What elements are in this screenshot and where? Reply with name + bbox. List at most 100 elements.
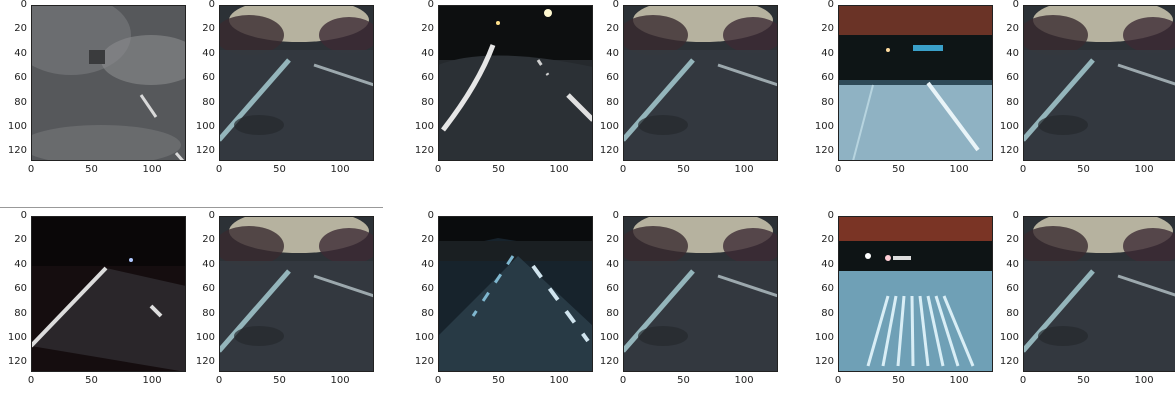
- y-tick-label: 0: [1012, 210, 1019, 221]
- y-tick-label: 100: [814, 331, 834, 343]
- y-tick-label: 60: [421, 72, 434, 84]
- y-tick-label: 20: [202, 23, 215, 35]
- y-tick-label: 100: [414, 331, 434, 343]
- y-tick-label: 100: [999, 120, 1019, 132]
- y-tick-label: 60: [202, 283, 215, 295]
- y-tick-label: 0: [827, 210, 834, 221]
- separator-line: [0, 207, 383, 208]
- y-tick-label: 0: [827, 0, 834, 10]
- x-tick-label: 0: [1019, 375, 1027, 386]
- x-tick-label: 100: [330, 375, 350, 386]
- x-tick-label: 50: [492, 375, 505, 386]
- y-tick-label: 20: [821, 23, 834, 35]
- y-tick-label: 80: [606, 96, 619, 108]
- generated-image: [623, 216, 778, 372]
- y-tick-label: 80: [606, 307, 619, 319]
- x-tick-label: 50: [1077, 375, 1090, 386]
- x-tick-label: 50: [892, 164, 905, 175]
- y-tick-label: 20: [1006, 234, 1019, 246]
- y-tick-label: 120: [195, 145, 215, 157]
- generated-image: [623, 5, 778, 161]
- x-tick-label: 100: [949, 375, 969, 386]
- y-tick-label: 0: [427, 0, 434, 10]
- y-tick-label: 40: [606, 47, 619, 59]
- x-tick-label: 0: [434, 375, 442, 386]
- y-tick-label: 20: [14, 234, 27, 246]
- y-tick-label: 0: [612, 0, 619, 10]
- x-tick-label: 0: [215, 375, 223, 386]
- x-tick-label: 50: [892, 375, 905, 386]
- x-tick-label: 50: [273, 375, 286, 386]
- y-tick-label: 40: [14, 258, 27, 270]
- y-tick-label: 20: [421, 234, 434, 246]
- y-tick-label: 100: [999, 331, 1019, 343]
- y-tick-label: 40: [1006, 47, 1019, 59]
- generated-image: [219, 5, 374, 161]
- x-tick-label: 0: [1019, 164, 1027, 175]
- x-tick-label: 100: [734, 375, 754, 386]
- y-tick-label: 0: [20, 0, 27, 10]
- x-tick-label: 0: [619, 375, 627, 386]
- generated-image: [219, 216, 374, 372]
- y-tick-label: 120: [7, 145, 27, 157]
- y-tick-label: 40: [421, 47, 434, 59]
- x-tick-label: 100: [549, 164, 569, 175]
- x-tick-label: 0: [834, 164, 842, 175]
- y-tick-label: 0: [612, 210, 619, 221]
- source-image: [838, 216, 993, 372]
- y-tick-label: 120: [814, 356, 834, 368]
- x-tick-label: 50: [85, 375, 98, 386]
- x-tick-label: 0: [27, 375, 35, 386]
- y-tick-label: 120: [999, 145, 1019, 157]
- y-tick-label: 20: [821, 234, 834, 246]
- y-tick-label: 120: [999, 356, 1019, 368]
- y-tick-label: 80: [821, 307, 834, 319]
- y-tick-label: 40: [14, 47, 27, 59]
- x-tick-label: 100: [1134, 375, 1154, 386]
- y-tick-label: 40: [421, 258, 434, 270]
- y-tick-label: 80: [1006, 96, 1019, 108]
- y-tick-label: 60: [1006, 72, 1019, 84]
- y-tick-label: 80: [821, 96, 834, 108]
- x-tick-label: 0: [434, 164, 442, 175]
- y-tick-label: 100: [195, 331, 215, 343]
- y-tick-label: 40: [821, 47, 834, 59]
- y-tick-label: 40: [606, 258, 619, 270]
- x-tick-label: 0: [619, 164, 627, 175]
- y-tick-label: 100: [599, 331, 619, 343]
- y-tick-label: 120: [7, 356, 27, 368]
- source-image: [438, 5, 593, 161]
- y-tick-label: 40: [821, 258, 834, 270]
- x-tick-label: 0: [27, 164, 35, 175]
- y-tick-label: 0: [208, 0, 215, 10]
- source-image: [438, 216, 593, 372]
- y-tick-label: 60: [821, 283, 834, 295]
- x-tick-label: 100: [142, 375, 162, 386]
- y-tick-label: 120: [195, 356, 215, 368]
- y-tick-label: 60: [606, 283, 619, 295]
- y-tick-label: 120: [599, 145, 619, 157]
- y-tick-label: 80: [14, 307, 27, 319]
- y-tick-label: 60: [821, 72, 834, 84]
- x-tick-label: 100: [142, 164, 162, 175]
- y-tick-label: 80: [202, 307, 215, 319]
- x-tick-label: 100: [549, 375, 569, 386]
- x-tick-label: 0: [215, 164, 223, 175]
- y-tick-label: 100: [195, 120, 215, 132]
- x-tick-label: 50: [492, 164, 505, 175]
- source-image: [31, 5, 186, 161]
- y-tick-label: 100: [7, 120, 27, 132]
- y-tick-label: 20: [606, 23, 619, 35]
- y-tick-label: 60: [202, 72, 215, 84]
- y-tick-label: 40: [202, 258, 215, 270]
- y-tick-label: 120: [599, 356, 619, 368]
- y-tick-label: 60: [606, 72, 619, 84]
- source-image: [31, 216, 186, 372]
- y-tick-label: 100: [7, 331, 27, 343]
- x-tick-label: 50: [677, 375, 690, 386]
- y-tick-label: 80: [1006, 307, 1019, 319]
- y-tick-label: 40: [1006, 258, 1019, 270]
- y-tick-label: 120: [814, 145, 834, 157]
- y-tick-label: 20: [1006, 23, 1019, 35]
- x-tick-label: 50: [273, 164, 286, 175]
